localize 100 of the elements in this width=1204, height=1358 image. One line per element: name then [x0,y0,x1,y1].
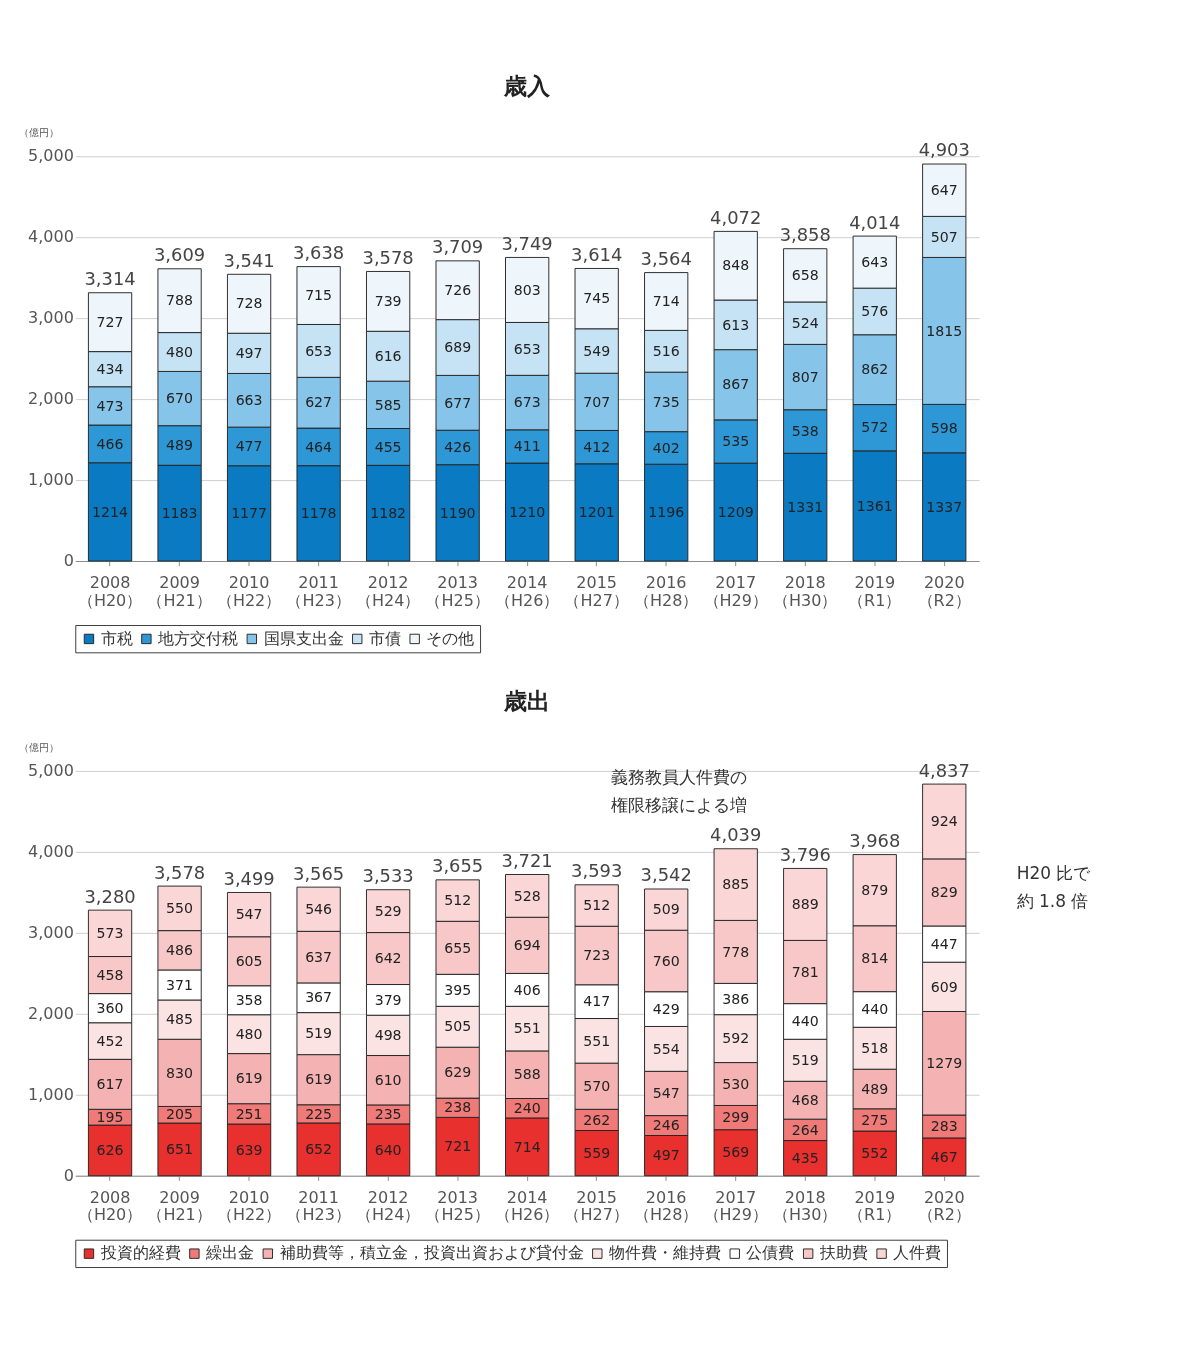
data-label: 524 [791,314,819,331]
total-label: 3,638 [293,242,345,264]
data-label: 807 [791,368,819,385]
data-label: 440 [791,1013,819,1030]
data-label: 588 [513,1066,541,1083]
chart-title: 歳入 [503,73,552,100]
data-label: 402 [652,439,680,456]
x-tick-label: 2013 （H25） [425,572,490,610]
chart-title: 歳出 [503,687,551,714]
data-label: 554 [652,1040,680,1057]
data-label: 547 [235,906,263,923]
total-label: 4,837 [918,759,970,781]
data-label: 616 [374,347,402,364]
data-label: 535 [722,433,750,450]
data-label: 480 [166,343,194,360]
data-label: 1815 [926,322,963,339]
data-label: 530 [722,1075,750,1092]
x-tick-label: 2019 （R1） [848,572,902,610]
data-label: 367 [305,989,333,1006]
y-tick-label: 4,000 [28,842,74,862]
y-tick-label: 2,000 [28,389,74,409]
data-label: 507 [930,228,958,245]
data-label: 195 [96,1108,124,1125]
data-label: 1210 [509,503,546,520]
data-label: 885 [722,876,750,893]
data-label: 745 [583,290,611,307]
data-label: 283 [930,1118,958,1135]
x-tick-label: 2010 （H22） [216,572,282,610]
data-label: 1182 [370,504,407,521]
data-label: 651 [166,1141,194,1158]
data-label: 879 [861,881,889,898]
x-tick-label: 2011 （H23） [286,1187,351,1225]
data-label: 653 [305,342,333,359]
data-label: 1183 [161,504,198,521]
legend-label: 市税 [100,628,133,648]
data-label: 299 [722,1109,750,1126]
data-label: 721 [444,1138,472,1155]
data-label: 468 [791,1091,819,1108]
data-label: 715 [305,287,333,304]
data-label: 572 [861,419,889,436]
data-label: 735 [652,393,680,410]
data-label: 1214 [92,503,129,520]
data-label: 512 [444,892,472,909]
data-label: 551 [583,1032,611,1049]
data-label: 262 [583,1111,611,1128]
data-label: 627 [305,394,333,411]
data-label: 1337 [926,498,963,515]
y-tick-label: 1,000 [28,1084,74,1104]
data-label: 538 [791,423,819,440]
legend-label: その他 [426,628,475,648]
x-tick-label: 2013 （H25） [425,1187,490,1225]
total-label: 3,968 [849,830,901,852]
data-label: 371 [166,976,194,993]
y-tick-label: 4,000 [28,227,74,247]
x-tick-label: 2011 （H23） [286,572,351,610]
data-label: 598 [930,420,958,437]
data-label: 585 [374,396,402,413]
total-label: 3,749 [501,232,553,254]
data-label: 205 [166,1106,194,1123]
x-tick-label: 2009 （H21） [147,572,212,610]
y-tick-label: 5,000 [28,146,74,166]
annotation: 義務教員人件費の権限移譲による増 [611,766,748,816]
data-label: 689 [444,339,472,356]
data-label: 643 [861,253,889,270]
y-axis-title: （億円） [19,126,60,139]
data-label: 411 [513,438,541,455]
data-label: 467 [930,1148,958,1165]
x-tick-label: 2015 （H27） [564,572,629,610]
legend-label: 公債費 [746,1243,795,1263]
data-label: 626 [96,1142,124,1159]
data-label: 516 [652,342,680,359]
data-label: 246 [652,1117,680,1134]
data-label: 788 [166,292,194,309]
data-label: 814 [861,950,889,967]
x-tick-label: 2019 （R1） [848,1187,902,1225]
data-label: 429 [652,1000,680,1017]
data-label: 455 [374,438,402,455]
data-label: 629 [444,1064,472,1081]
data-label: 647 [930,181,958,198]
data-label: 803 [513,281,541,298]
data-label: 386 [722,990,750,1007]
data-label: 613 [722,316,750,333]
y-axis-title: （億円） [19,740,60,753]
data-label: 264 [791,1121,819,1138]
data-label: 505 [444,1018,472,1035]
data-label: 440 [861,1001,889,1018]
legend-label: 国県支出金 [263,628,344,648]
text: H20 比で約 1.8 倍 [1016,863,1092,912]
total-label: 3,796 [779,843,831,865]
total-label: 4,039 [710,824,762,846]
data-label: 235 [374,1106,402,1123]
x-tick-label: 2016 （H28） [634,572,699,610]
total-label: 3,578 [153,861,206,883]
data-label: 275 [861,1111,889,1128]
data-label: 550 [166,900,194,917]
data-label: 528 [513,887,541,904]
data-label: 552 [861,1145,889,1162]
data-label: 464 [305,438,333,455]
data-label: 610 [374,1071,402,1088]
total-label: 4,014 [849,211,901,233]
